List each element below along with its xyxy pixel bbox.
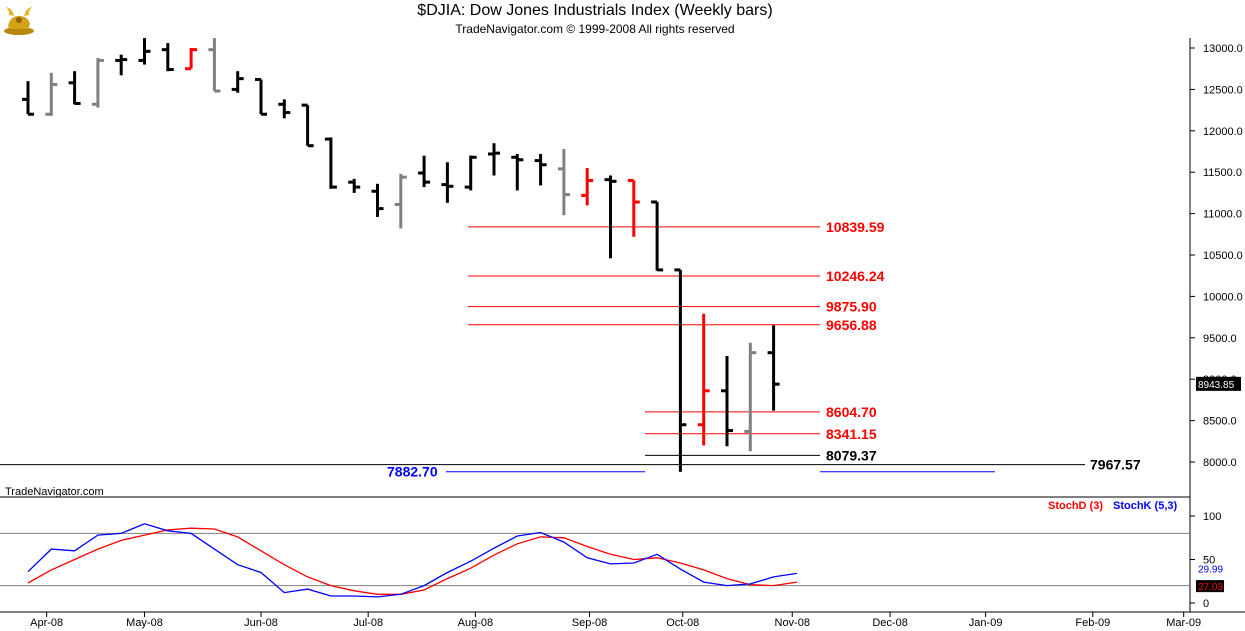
price-bar [721,356,733,447]
price-bar [418,155,431,188]
stochastic-legend: StochD (3) StochK (5,3) [1048,500,1178,512]
price-bar [301,103,314,148]
level-label: 7967.57 [1090,457,1141,473]
level-label: 8079.37 [826,447,877,463]
price-bar [464,155,477,191]
price-bar [697,313,710,446]
price-tick-label: 10000.0 [1203,291,1243,303]
price-bar [511,153,524,191]
last-price-box [1196,376,1241,391]
price-bar [744,342,757,452]
stoch-d-last-box [1196,580,1224,593]
price-bar [231,71,244,93]
price-bar [185,48,198,71]
level-label: 10246.24 [826,268,885,284]
price-bar [674,268,687,472]
price-bar [627,178,640,237]
legend-stoch-d: StochD (3) [1048,500,1103,512]
time-tick-label: Sep-08 [572,617,607,629]
time-tick-label: May-08 [126,617,163,629]
price-tick-label: 12000.0 [1203,126,1243,138]
price-bar [91,57,104,108]
legend-stoch-k: StochK (5,3) [1113,500,1178,512]
stoch-tick-label: 0 [1203,598,1209,610]
time-tick-label: Jul-08 [353,617,383,629]
stoch-tick-label: 100 [1203,511,1221,523]
price-axis: 13000.0 12500.0 12000.0 11500.0 11000.0 10500… [1190,43,1243,469]
price-bars [22,38,780,472]
price-bar [22,81,34,116]
price-bar [161,43,174,72]
price-tick-label: 11500.0 [1203,167,1242,179]
price-bar [651,200,664,272]
time-tick-label: Apr-08 [30,617,63,629]
time-axis: Apr-08 May-08 Jun-08 Jul-08 Aug-08 Sep-08 Oct-… [30,612,1201,629]
stoch-d-last-label: 27.03 [1198,582,1223,593]
price-bar [394,173,407,229]
last-price-marker: 8943.85 [1196,376,1241,391]
price-bar [581,168,594,206]
price-bar [324,137,337,189]
time-tick-label: Oct-08 [666,617,699,629]
stoch-d-line [27,527,797,595]
time-tick-label: Jun-08 [244,617,278,629]
price-bar [68,71,81,105]
price-bar [441,162,454,203]
price-bar [115,54,128,76]
stoch-k-last-label: 29.99 [1198,564,1223,575]
stochastic-lines [27,523,797,598]
price-bar [348,178,361,193]
time-tick-label: Mar-09 [1166,617,1201,629]
watermark: TradeNavigator.com [5,486,104,498]
level-label: 9656.88 [826,317,877,333]
stoch-k-last-box [1196,563,1224,574]
price-bar [138,38,151,65]
price-bar [534,153,547,186]
price-tick-label: 12500.0 [1203,84,1243,96]
time-tick-label: Jan-09 [969,617,1003,629]
price-bar [557,149,570,216]
price-tick-label: 8000.0 [1203,457,1237,469]
price-bar [208,38,221,93]
golden-bull-icon [4,7,34,35]
chart-title: $DJIA: Dow Jones Industrials Index (Week… [417,2,773,19]
price-bar [604,175,617,259]
price-levels: 10839.59 10246.24 9875.90 9656.88 8604.70 834… [0,219,1141,480]
stoch-k-line [27,523,797,598]
time-tick-label: Nov-08 [775,617,810,629]
time-tick-label: Aug-08 [458,617,493,629]
level-label: 8604.70 [826,404,877,420]
price-bar [255,77,267,116]
price-tick-label: 8500.0 [1203,416,1237,428]
level-label: 8341.15 [826,426,877,442]
copyright-text: TradeNavigator.com © 1999-2008 All right… [455,22,735,36]
level-label: 10839.59 [826,219,885,235]
price-bar [488,143,500,176]
level-label: 7882.70 [387,464,438,480]
price-bar [767,325,780,411]
price-bar [45,72,58,116]
price-bar [371,183,384,217]
time-tick-label: Dec-08 [872,617,907,629]
time-tick-label: Feb-09 [1075,617,1110,629]
price-tick-label: 10500.0 [1203,250,1243,262]
level-label: 9875.90 [826,299,877,315]
last-price-label: 8943.85 [1198,380,1235,391]
price-tick-label: 9500.0 [1203,333,1237,345]
price-tick-label: 11000.0 [1203,209,1242,221]
price-bar [278,99,291,119]
price-tick-label: 13000.0 [1203,43,1243,55]
